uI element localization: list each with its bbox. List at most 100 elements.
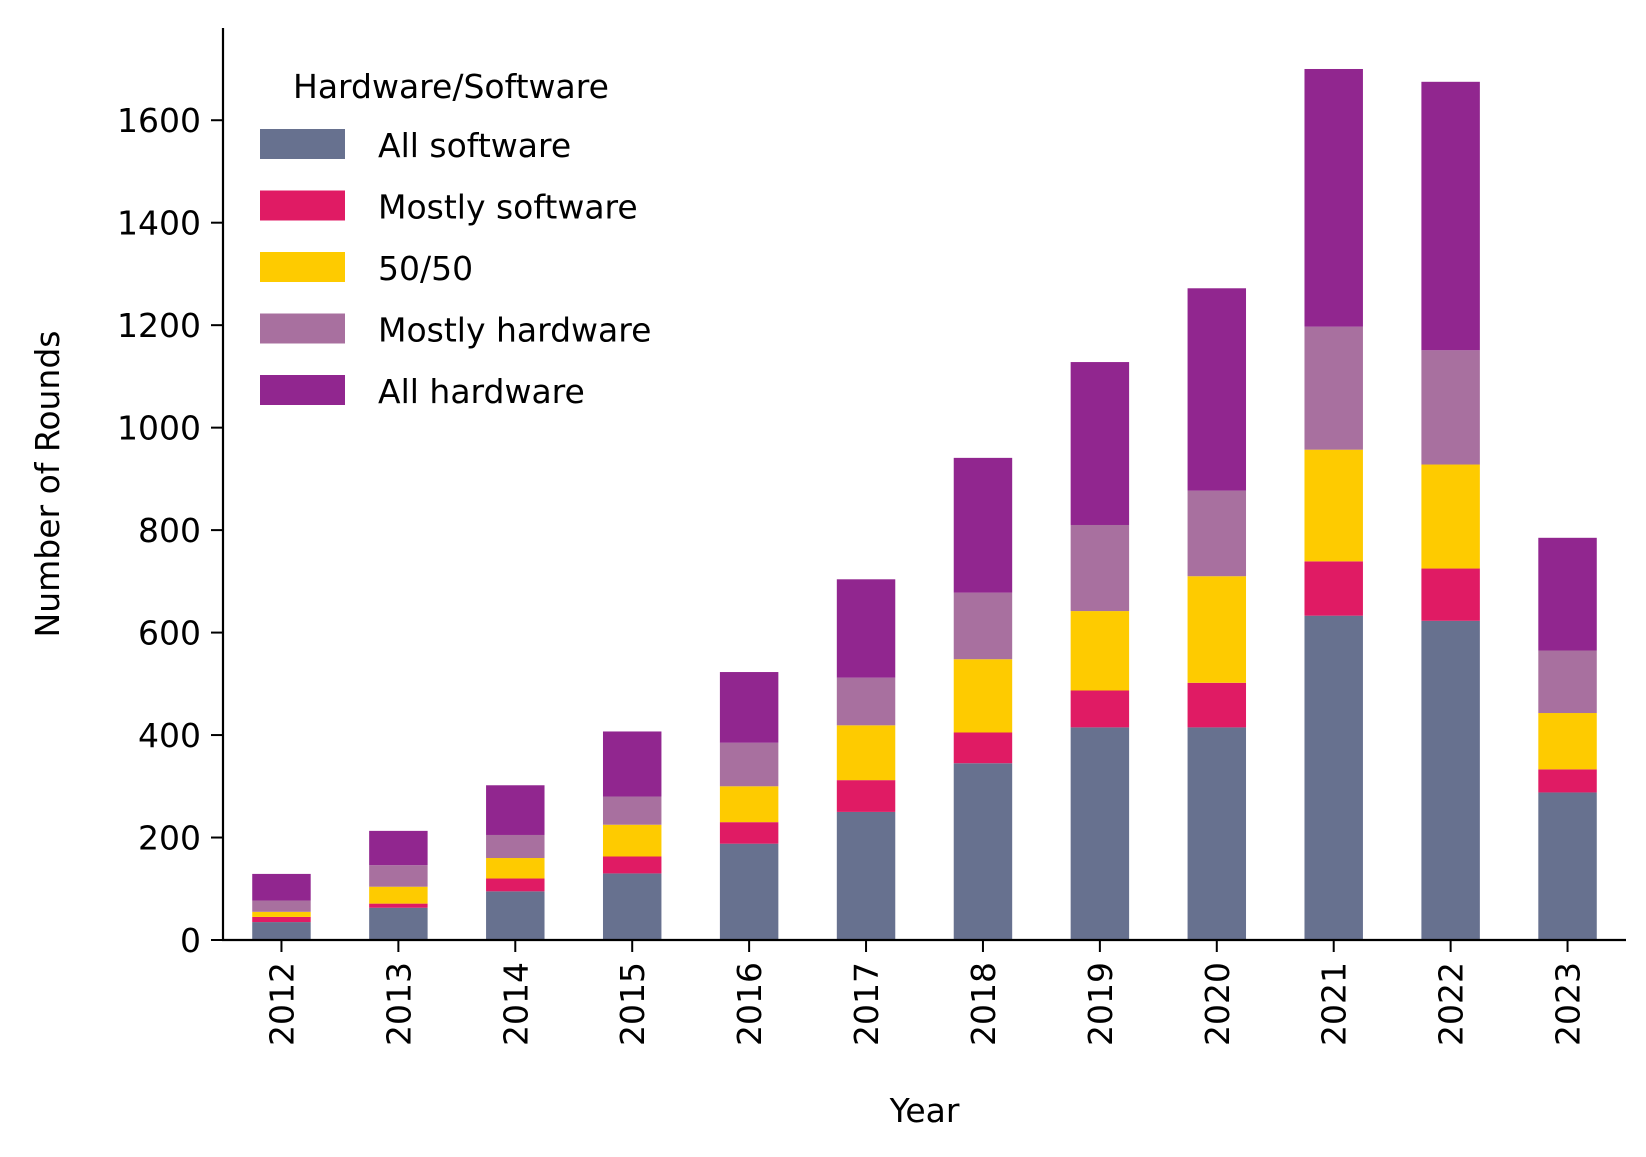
x-tick-label: 2023	[1549, 962, 1588, 1046]
bar-2021-series-3	[1304, 326, 1363, 450]
bar-2019-series-0	[1070, 727, 1130, 940]
legend-swatch	[260, 252, 345, 282]
bar-2012-series-4	[252, 873, 311, 901]
bar-2022-series-2	[1421, 464, 1480, 569]
x-tick-label: 2021	[1315, 962, 1354, 1046]
bar-2016-series-4	[719, 672, 779, 743]
bar-2013-series-3	[369, 865, 428, 887]
bar-2015-series-1	[602, 856, 662, 874]
legend: Hardware/Software All software Mostly sof…	[260, 67, 651, 411]
x-tick-label: 2015	[613, 962, 652, 1046]
bar-2012-series-2	[252, 911, 311, 917]
legend-items: All software Mostly software 50/50 Mostly h…	[260, 126, 651, 411]
bar-2014-series-1	[486, 878, 545, 892]
y-tick-label: 1200	[117, 306, 201, 345]
y-tick-label: 200	[138, 819, 201, 858]
bar-2018-series-2	[953, 659, 1013, 733]
bar-2017-series-4	[836, 579, 896, 678]
bar-2018-series-3	[953, 592, 1013, 660]
bar-2023-series-2	[1538, 713, 1597, 770]
legend-title: Hardware/Software	[293, 67, 609, 106]
y-ticks-group: 0 200 400 600 800 1000 1200 1400 1600	[117, 101, 223, 960]
x-axis-title: Year	[889, 1091, 960, 1130]
legend-label: Mostly software	[378, 188, 638, 227]
axes-group	[221, 28, 1626, 942]
y-tick-label: 1000	[117, 409, 201, 448]
x-tick-label: 2019	[1081, 962, 1120, 1046]
bar-2018-series-1	[953, 732, 1013, 764]
x-tick-label: 2022	[1432, 962, 1471, 1046]
bar-2013-series-2	[369, 886, 428, 904]
bar-2014-series-3	[486, 834, 545, 859]
bar-2017-series-0	[836, 811, 896, 940]
bar-2014-series-4	[486, 785, 545, 835]
bar-2020-series-3	[1187, 490, 1247, 577]
bar-2018-series-4	[953, 457, 1013, 593]
bar-2020-series-4	[1187, 288, 1247, 491]
bar-2022-series-4	[1421, 81, 1480, 351]
y-axis-title: Number of Rounds	[28, 331, 67, 638]
x-tick-label: 2012	[262, 962, 301, 1046]
bar-2020-series-2	[1187, 576, 1247, 683]
bar-2015-series-0	[602, 873, 662, 940]
bar-2013-series-0	[369, 907, 428, 940]
x-ticks-group: 2012 2013 2014 2015 2016 2017 2018 2019 2020 2021…	[262, 940, 1588, 1046]
y-tick-label: 1400	[117, 204, 201, 243]
bar-2016-series-1	[719, 822, 779, 844]
bar-2021-series-1	[1304, 561, 1363, 616]
y-tick-label: 800	[138, 511, 201, 550]
y-tick-label: 0	[180, 921, 201, 960]
bar-2016-series-2	[719, 786, 779, 823]
legend-swatch	[260, 375, 345, 405]
legend-swatch	[260, 190, 345, 221]
legend-swatch	[260, 313, 345, 344]
x-tick-label: 2014	[496, 962, 535, 1046]
bar-2022-series-3	[1421, 350, 1480, 465]
x-tick-label: 2017	[847, 962, 886, 1046]
bar-2023-series-3	[1538, 650, 1597, 714]
y-tick-label: 400	[138, 716, 201, 755]
x-tick-label: 2020	[1198, 962, 1237, 1046]
bar-2013-series-4	[369, 830, 428, 866]
bar-2023-series-1	[1538, 769, 1597, 793]
bar-2019-series-1	[1070, 690, 1130, 728]
bar-2020-series-0	[1187, 727, 1247, 940]
bar-2014-series-2	[486, 858, 545, 879]
bar-2012-series-3	[252, 900, 311, 912]
bar-2021-series-2	[1304, 449, 1363, 562]
bar-2023-series-4	[1538, 537, 1597, 651]
y-tick-label: 1600	[117, 101, 201, 140]
legend-label: 50/50	[378, 249, 473, 288]
legend-swatch	[260, 129, 345, 159]
bar-2014-series-0	[486, 891, 545, 940]
bar-2017-series-1	[836, 780, 896, 812]
x-tick-label: 2016	[730, 962, 769, 1046]
bar-2019-series-3	[1070, 524, 1130, 612]
bar-2018-series-0	[953, 763, 1013, 940]
legend-label: All software	[378, 126, 571, 165]
bar-2021-series-4	[1304, 68, 1363, 327]
bar-2019-series-2	[1070, 611, 1130, 691]
bar-2020-series-1	[1187, 682, 1247, 728]
y-tick-label: 600	[138, 614, 201, 653]
bar-2016-series-3	[719, 742, 779, 787]
bar-2022-series-1	[1421, 568, 1480, 621]
bar-2012-series-1	[252, 916, 311, 923]
bar-2012-series-0	[252, 922, 311, 940]
bar-2019-series-4	[1070, 362, 1130, 525]
bar-2022-series-0	[1421, 620, 1480, 940]
bar-2017-series-3	[836, 677, 896, 726]
bar-2015-series-3	[602, 796, 662, 825]
legend-label: Mostly hardware	[378, 311, 651, 350]
x-tick-label: 2013	[379, 962, 418, 1046]
bar-2017-series-2	[836, 725, 896, 781]
bar-2015-series-4	[602, 731, 662, 797]
bar-2015-series-2	[602, 824, 662, 857]
bar-2021-series-0	[1304, 615, 1363, 940]
legend-label: All hardware	[378, 372, 585, 411]
bar-2013-series-1	[369, 903, 428, 908]
bar-2023-series-0	[1538, 792, 1597, 940]
bar-2016-series-0	[719, 843, 779, 940]
x-tick-label: 2018	[964, 962, 1003, 1046]
